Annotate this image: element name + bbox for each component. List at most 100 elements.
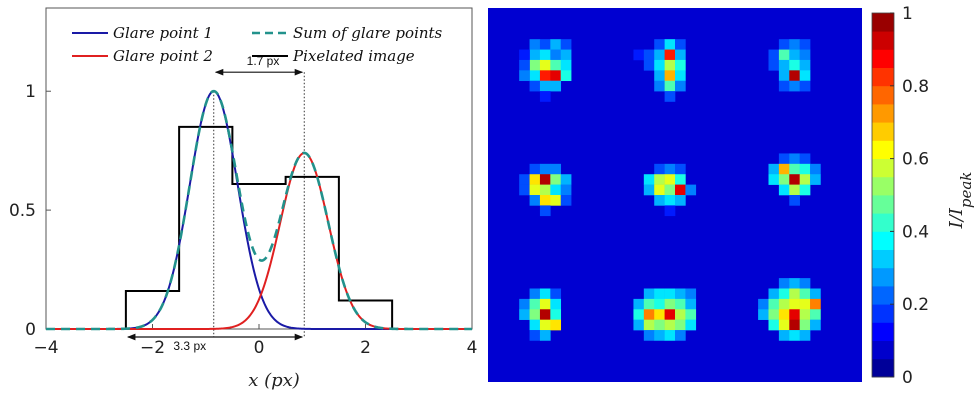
heatmap-cell — [550, 39, 562, 50]
heatmap-cell — [758, 298, 769, 310]
heatmap-cell — [778, 330, 790, 341]
heatmap-cell — [654, 298, 665, 310]
heatmap-cell — [664, 184, 676, 196]
heatmap-cell — [685, 184, 697, 196]
heatmap-cell — [643, 319, 655, 331]
heatmap-cell — [664, 39, 676, 50]
heatmap-cell — [550, 298, 562, 310]
series-pixelated-image — [46, 125, 472, 330]
heatmap-cell — [675, 298, 686, 310]
heatmap-cell — [654, 80, 665, 92]
colorbar-tick-label: 0.4 — [902, 222, 929, 242]
heatmap-cell — [789, 288, 800, 300]
heatmap-cell — [778, 163, 790, 175]
heatmap-cell — [789, 184, 800, 196]
heatmap-cell — [664, 91, 676, 102]
heatmap-cell — [799, 330, 811, 341]
heatmap-cell — [799, 163, 811, 175]
heatmap-cell — [539, 91, 551, 102]
line-chart: −4 −2 0 2 4 0 0.5 1 x (px) 1.7 px 3.3 px Glare poin… — [9, 7, 477, 391]
heatmap-cell — [675, 163, 686, 175]
heatmap-cell — [778, 49, 790, 61]
heatmap-cell — [529, 309, 541, 320]
heatmap-cell — [539, 184, 551, 196]
heatmap-cell — [799, 49, 811, 61]
colorbar-segment — [872, 31, 894, 50]
heatmap-spot — [643, 163, 697, 217]
colorbar-segment — [872, 231, 894, 250]
heatmap-cell — [799, 309, 811, 320]
colorbar-segment — [872, 286, 894, 305]
heatmap-cell — [789, 298, 800, 310]
heatmap-cell — [643, 309, 655, 320]
heatmap-cell — [550, 319, 562, 331]
heatmap-cell — [789, 39, 800, 50]
heatmap-cell — [664, 195, 676, 206]
heatmap-cell — [778, 184, 790, 196]
colorbar-segment — [872, 13, 894, 32]
heatmap-spot — [519, 39, 572, 102]
heatmap-cell — [643, 330, 655, 341]
heatmap-cell — [778, 288, 790, 300]
colorbar-segment — [872, 104, 894, 123]
heatmap-cell — [789, 70, 800, 82]
colorbar-tick-label: 0.6 — [902, 150, 929, 170]
heatmap-cell — [789, 278, 800, 289]
heatmap-cell — [654, 59, 665, 71]
heatmap-cell — [654, 195, 665, 206]
heatmap-cell — [529, 39, 541, 50]
heatmap-cell — [675, 80, 686, 92]
heatmap-cell — [519, 49, 530, 61]
heatmap-cell — [810, 309, 821, 320]
heatmap-cell — [539, 298, 551, 310]
heatmap-spot — [633, 288, 697, 341]
legend-label: Glare point 2 — [113, 47, 213, 65]
heatmap-cell — [778, 174, 790, 185]
heatmap-cell — [664, 205, 676, 217]
heatmap-cell — [664, 163, 676, 175]
heatmap-cell — [654, 309, 665, 320]
heatmap-cell — [654, 70, 665, 82]
heatmap-cell — [643, 59, 655, 71]
heatmap-cell — [799, 174, 811, 185]
heatmap-cell — [799, 288, 811, 300]
colorbar-segment — [872, 267, 894, 287]
colorbar-tick-label: 1 — [902, 4, 913, 24]
heatmap-cell — [768, 288, 780, 300]
heatmap-cell — [529, 319, 541, 331]
colorbar-segment — [872, 340, 894, 360]
heatmap-cell — [799, 298, 811, 310]
heatmap-cell — [560, 39, 572, 50]
heatmap-cell — [664, 319, 676, 331]
heatmap-cell — [529, 288, 541, 300]
heatmap-spot — [758, 278, 821, 341]
heatmap-cell — [519, 298, 530, 310]
heatmap-cell — [643, 288, 655, 300]
heatmap-cell — [550, 195, 562, 206]
heatmap-cell — [799, 70, 811, 82]
heatmap-cell — [550, 174, 562, 185]
colorbar-tick-label: 0.8 — [902, 77, 929, 97]
heatmap-cell — [789, 174, 800, 185]
heatmap-cell — [529, 70, 541, 82]
heatmap-cell — [654, 174, 665, 185]
heatmap-cell — [550, 309, 562, 320]
heatmap-cell — [778, 298, 790, 310]
heatmap-cell — [633, 298, 645, 310]
colorbar-segment — [872, 358, 894, 378]
colorbar-segment — [872, 249, 894, 269]
heatmap-cell — [675, 319, 686, 331]
heatmap-cell — [675, 195, 686, 206]
heatmap-spot — [519, 288, 562, 341]
heatmap-cell — [529, 330, 541, 341]
heatmap-cell — [768, 298, 780, 310]
heatmap-cell — [789, 195, 800, 206]
heatmap-cell — [664, 309, 676, 320]
heatmap-cell — [539, 330, 551, 341]
annotation-label: 1.7 px — [247, 54, 280, 68]
heatmap-cell — [633, 319, 645, 331]
heatmap-cell — [654, 184, 665, 196]
heatmap-cell — [633, 49, 645, 61]
heatmap-cell — [560, 174, 572, 185]
colorbar-segment — [872, 67, 894, 87]
